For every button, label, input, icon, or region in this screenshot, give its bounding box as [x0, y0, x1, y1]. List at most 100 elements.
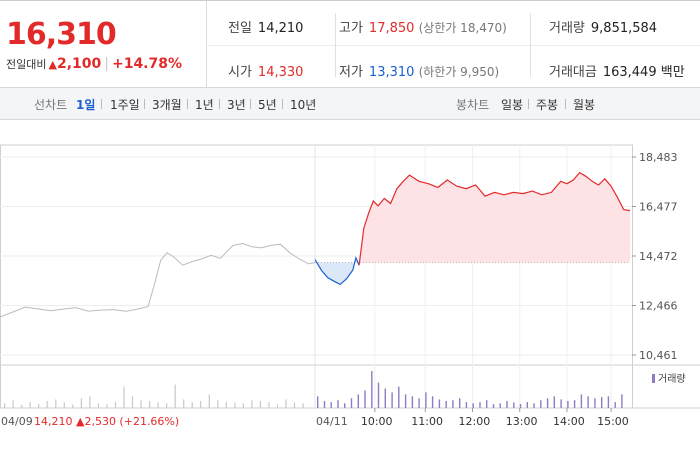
- prev-volume-bar: [63, 402, 65, 408]
- today-volume-bar: [323, 401, 326, 408]
- prev-day-summary: 14,210 ▲2,530 (+21.66%): [34, 415, 179, 428]
- change-divider: |: [104, 56, 109, 72]
- y-tick-label: 16,477: [639, 201, 678, 214]
- today-volume-bar: [492, 404, 495, 408]
- prev-day-date-label: 04/09: [1, 415, 33, 428]
- today-volume-bar: [601, 397, 603, 408]
- today-volume-bar: [614, 402, 616, 408]
- current-price: 16,310: [6, 17, 117, 52]
- tab-daily[interactable]: 일봉: [501, 98, 524, 112]
- prev-volume-bar: [46, 401, 48, 408]
- today-volume-bar: [364, 390, 366, 408]
- prev-volume-bar: [302, 403, 304, 408]
- volume-value: 9,851,584: [590, 21, 658, 36]
- today-volume-bar: [459, 398, 461, 409]
- y-tick-label: 14,472: [639, 250, 678, 263]
- prev-volume-bar: [80, 398, 82, 409]
- x-tick-label: 15:00: [597, 415, 629, 428]
- change-rate: +14.78%: [111, 56, 183, 72]
- col-divider: [530, 13, 531, 77]
- prev-close-value: 14,210: [257, 21, 304, 36]
- line-chart-label: 선차트: [34, 98, 68, 112]
- today-volume-bar: [519, 404, 522, 408]
- tab-divider: [250, 99, 251, 109]
- up-arrow-icon: ▲: [48, 58, 57, 71]
- today-volume-bar: [573, 400, 576, 408]
- today-volume-bar: [438, 399, 441, 408]
- tab-divider: [528, 99, 529, 109]
- volume-label: 거래량: [549, 21, 585, 36]
- today-volume-bar: [472, 403, 474, 408]
- prev-volume-bar: [106, 404, 108, 408]
- tab-3m[interactable]: 3개월: [152, 98, 182, 112]
- today-volume-bar: [337, 400, 339, 408]
- prev-volume-bar: [208, 394, 210, 408]
- prev-volume-bar: [183, 399, 185, 408]
- prev-volume-bar: [55, 399, 57, 408]
- prev-volume-bar: [225, 401, 227, 408]
- today-date-label: 04/11: [316, 415, 348, 428]
- today-volume-bar: [384, 388, 386, 408]
- open-value: 14,330: [257, 65, 304, 80]
- prev-volume-bar: [38, 404, 40, 408]
- today-volume-bar: [398, 386, 400, 409]
- today-volume-bar: [317, 396, 319, 408]
- prev-volume-bar: [200, 401, 202, 408]
- high-label: 고가: [339, 21, 363, 36]
- today-volume-bar: [411, 396, 414, 408]
- tab-3y[interactable]: 3년: [227, 98, 246, 112]
- below-baseline-fill: [315, 257, 360, 285]
- prev-volume-bar: [4, 403, 6, 408]
- plot-frame: [0, 144, 633, 409]
- tab-divider: [101, 99, 102, 109]
- today-volume-bar: [621, 394, 623, 408]
- today-volume-bar: [546, 398, 549, 409]
- today-volume-bar: [445, 401, 447, 408]
- tab-divider: [219, 99, 220, 109]
- x-tick-label: 11:00: [411, 415, 443, 428]
- change-label: 전일대비: [6, 58, 47, 71]
- prev-volume-bar: [174, 384, 176, 408]
- prev-volume-bar: [89, 396, 91, 408]
- prev-volume-bar: [217, 400, 219, 408]
- prev-day-line: [0, 242, 316, 318]
- today-volume-bar: [330, 402, 332, 408]
- tab-10y[interactable]: 10년: [290, 98, 317, 112]
- today-volume-bar: [431, 396, 434, 408]
- tab-weekly[interactable]: 주봉: [536, 98, 559, 112]
- today-volume-bar: [479, 402, 481, 408]
- price-change: 전일대비 ▲2,100 | +14.78%: [6, 56, 182, 72]
- tab-divider: [565, 99, 566, 109]
- prev-volume-bar: [97, 403, 99, 408]
- prev-volume-bar: [242, 403, 244, 408]
- tab-1d[interactable]: 1일: [76, 98, 96, 112]
- tab-1y[interactable]: 1년: [195, 98, 214, 112]
- x-tick-label: 12:00: [459, 415, 491, 428]
- today-volume-bar: [404, 394, 407, 408]
- today-volume-bar: [567, 401, 569, 408]
- tab-1w[interactable]: 1주일: [110, 98, 140, 112]
- prev-volume-bar: [12, 400, 14, 408]
- x-tick-label: 10:00: [361, 415, 393, 428]
- today-volume-bar: [580, 394, 583, 408]
- candle-chart-label: 봉차트: [456, 98, 490, 112]
- today-volume-bar: [344, 403, 346, 408]
- today-volume-bar: [506, 401, 508, 408]
- today-line-down: [314, 255, 360, 286]
- trade-amount: 거래대금 163,449 백만: [549, 61, 685, 80]
- prev-volume-bar: [72, 404, 74, 408]
- y-tick-label: 12,466: [639, 300, 678, 313]
- prev-volume-bar: [251, 400, 253, 408]
- today-volume-bar: [350, 398, 353, 409]
- today-volume-bar: [533, 403, 535, 408]
- prev-volume-bar: [285, 399, 287, 408]
- prev-volume-bar: [29, 402, 31, 408]
- prev-volume-bar: [123, 386, 125, 409]
- prev-volume-bar: [268, 402, 270, 408]
- tab-monthly[interactable]: 월봉: [573, 98, 596, 112]
- today-line-up: [358, 171, 631, 266]
- prev-volume-bar: [191, 402, 193, 408]
- lower-limit: (하한가 9,950): [418, 65, 500, 79]
- tab-5y[interactable]: 5년: [258, 98, 277, 112]
- today-volume-bar: [553, 396, 555, 408]
